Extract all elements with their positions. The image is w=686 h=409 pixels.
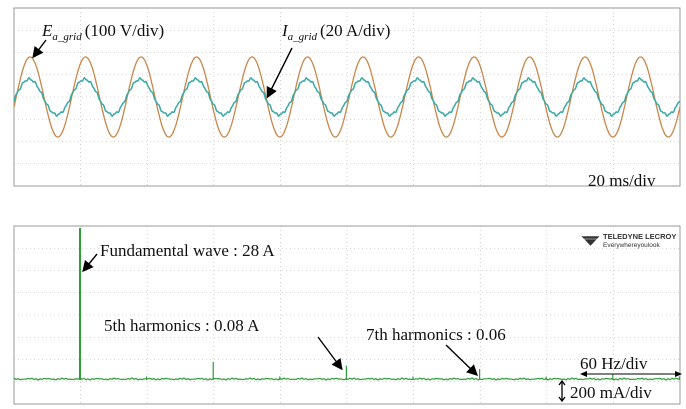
- voltage-trace: [13, 56, 681, 138]
- spectrum-trace: [13, 228, 681, 381]
- time-scale-label: 20 ms/div: [588, 171, 656, 190]
- time-domain-panel: Ea_grid (100 V/div) Ia_grid (20 A/div) 20 …: [13, 7, 681, 190]
- brand-tagline: Everywhereyoulook: [603, 242, 660, 249]
- amplitude-scale-arrow-icon: [558, 379, 566, 403]
- fundamental-label: Fundamental wave : 28 A: [100, 241, 275, 260]
- voltage-label: Ea_grid (100 V/div): [41, 21, 164, 43]
- current-label-arrow: [266, 47, 293, 99]
- current-label: Ia_grid (20 A/div): [281, 21, 390, 43]
- current-trace: [13, 76, 681, 118]
- brand-mark-icon: [580, 235, 601, 247]
- amplitude-scale-label: 200 mA/div: [570, 383, 652, 402]
- fundamental-arrow: [82, 253, 98, 273]
- voltage-label-arrow: [32, 39, 47, 59]
- fifth-harmonic-arrow: [317, 336, 343, 371]
- fifth-harmonic-label: 5th harmonics : 0.08 A: [104, 316, 260, 335]
- time-panel-grid: [14, 8, 680, 186]
- frequency-scale-arrow-right-icon: [675, 371, 682, 377]
- frequency-scale-label: 60 Hz/div: [580, 354, 648, 373]
- teledyne-lecroy-logo: TELEDYNE LECROY Everywhereyoulook: [580, 232, 676, 249]
- brand-name: TELEDYNE LECROY: [603, 232, 676, 241]
- seventh-harmonic-arrow: [445, 344, 479, 376]
- seventh-harmonic-label: 7th harmonics : 0.06: [366, 325, 506, 344]
- frequency-scale-arrow-left-icon: [580, 371, 587, 377]
- spectrum-panel: TELEDYNE LECROY Everywhereyoulook Fundam…: [13, 225, 682, 405]
